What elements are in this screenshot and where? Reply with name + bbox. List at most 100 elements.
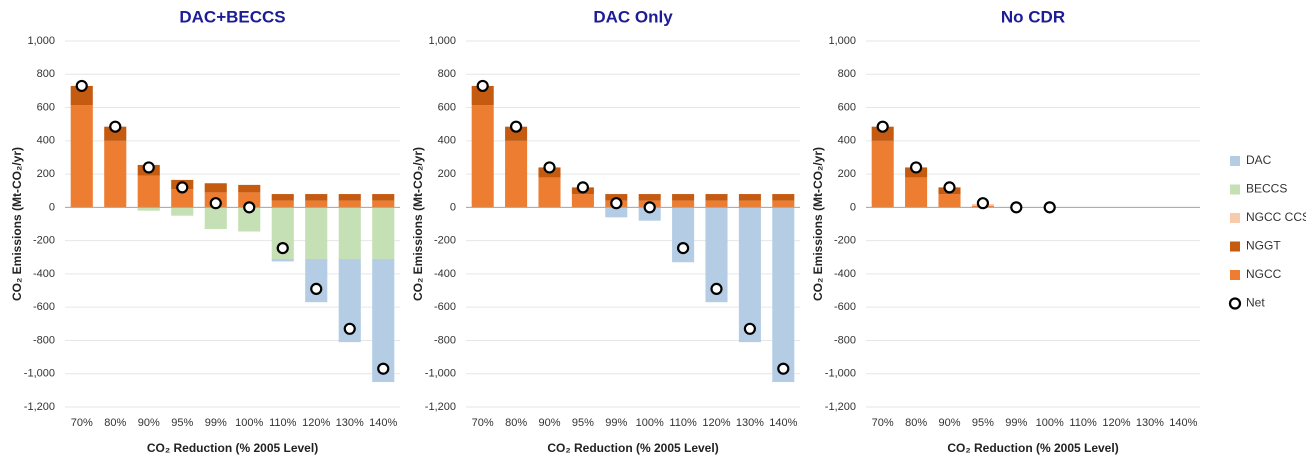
bar-segment	[938, 194, 961, 208]
y-axis-title: CO₂ Emissions (Mt-CO₂/yr)	[411, 147, 425, 301]
bar-segment	[738, 194, 761, 201]
bar-segment	[372, 258, 395, 383]
bar-segment	[305, 194, 328, 201]
x-tick-label: 99%	[205, 417, 227, 429]
x-axis-title: CO₂ Reduction (% 2005 Level)	[547, 441, 718, 455]
x-tick-label: 120%	[302, 417, 330, 429]
x-tick-label: 80%	[104, 417, 126, 429]
net-marker	[176, 181, 189, 194]
legend-label: NGGT	[1246, 239, 1281, 253]
y-tick-label: 600	[838, 101, 856, 113]
panel: DAC Only -1,200 -1,000 -800 -600 -400 -200 0 200…	[411, 7, 800, 455]
panel: DAC+BECCS -1,200 -1,000 -800 -600 -400 -200 0 20…	[10, 7, 400, 455]
x-tick-label: 95%	[171, 417, 193, 429]
bar-segment	[471, 105, 494, 208]
bar-segment	[772, 200, 795, 208]
bar-segment	[104, 140, 127, 208]
y-tick-label: 0	[450, 201, 456, 213]
y-axis-title: CO₂ Emissions (Mt-CO₂/yr)	[811, 147, 825, 301]
net-marker	[243, 201, 256, 214]
x-tick-label: 110%	[1069, 417, 1097, 429]
net-marker	[75, 79, 88, 93]
net-marker	[1043, 201, 1056, 214]
y-tick-label: -800	[834, 334, 856, 346]
y-tick-label: 0	[49, 201, 55, 213]
chart-title: DAC Only	[593, 7, 673, 26]
bar-segment	[171, 207, 194, 216]
y-tick-label: 200	[37, 168, 55, 180]
y-tick-label: -1,200	[24, 401, 55, 413]
x-tick-label: 140%	[1169, 417, 1197, 429]
x-tick-label: 95%	[972, 417, 994, 429]
x-tick-label: 70%	[472, 417, 494, 429]
y-tick-label: -200	[434, 235, 456, 247]
bar-segment	[871, 126, 894, 141]
x-tick-label: 100%	[636, 417, 664, 429]
net-marker	[276, 242, 289, 255]
bar-segment	[605, 207, 628, 218]
y-tick-label: 200	[838, 168, 856, 180]
bar-segment	[171, 189, 194, 208]
bar-segment	[238, 184, 261, 193]
bar-segment	[104, 126, 127, 141]
x-tick-label: 99%	[605, 417, 627, 429]
x-tick-label: 100%	[235, 417, 263, 429]
net-marker	[310, 282, 323, 295]
bar-segment	[471, 85, 494, 106]
y-tick-label: -400	[434, 268, 456, 280]
net-marker	[710, 282, 723, 295]
net-marker	[209, 197, 222, 210]
legend-swatch	[1230, 241, 1240, 252]
x-tick-label: 80%	[505, 417, 527, 429]
net-marker	[976, 197, 990, 210]
y-tick-label: 0	[850, 201, 856, 213]
legend-swatch	[1230, 270, 1240, 280]
bar-segment	[137, 175, 160, 208]
x-tick-label: 110%	[669, 417, 697, 429]
panel: No CDR -1,200 -1,000 -800 -600 -400 -200 0 200 40…	[811, 7, 1306, 455]
bar-segment	[871, 140, 894, 208]
bar-segment	[70, 105, 93, 208]
net-marker	[476, 79, 489, 93]
y-axis-title: CO₂ Emissions (Mt-CO₂/yr)	[10, 147, 24, 301]
y-tick-label: -600	[434, 301, 456, 313]
net-marker	[743, 322, 757, 335]
net-marker	[909, 161, 923, 174]
net-marker	[610, 197, 623, 210]
y-tick-label: 1,000	[428, 35, 456, 47]
bar-segment	[137, 207, 160, 211]
bar-segment	[238, 192, 261, 208]
x-tick-label: 99%	[1005, 417, 1027, 429]
y-tick-label: 800	[37, 68, 55, 80]
y-tick-label: 400	[838, 135, 856, 147]
bar-segment	[271, 194, 294, 201]
net-marker	[876, 120, 889, 133]
bar-segment	[571, 194, 594, 208]
x-tick-label: 140%	[769, 417, 797, 429]
legend-swatch	[1230, 156, 1240, 166]
y-tick-label: 400	[37, 135, 55, 147]
x-tick-label: 80%	[905, 417, 927, 429]
bar-segment	[905, 177, 928, 208]
x-tick-label: 70%	[71, 417, 93, 429]
y-tick-label: 600	[37, 101, 55, 113]
net-marker	[543, 161, 556, 174]
x-axis-title: CO₂ Reduction (% 2005 Level)	[147, 441, 318, 455]
y-tick-label: 1,000	[828, 35, 856, 47]
bar-segment	[505, 126, 528, 141]
x-tick-label: 100%	[1036, 417, 1064, 429]
bar-segment	[738, 200, 761, 208]
bar-segment	[538, 177, 561, 208]
y-tick-label: -1,200	[425, 401, 456, 413]
x-tick-label: 120%	[1102, 417, 1130, 429]
legend-label: NGCC CCS	[1246, 210, 1306, 224]
bar-segment	[705, 194, 728, 201]
bar-segment	[738, 207, 761, 343]
x-tick-label: 90%	[138, 417, 160, 429]
y-tick-label: 800	[838, 68, 856, 80]
net-marker	[576, 181, 590, 194]
y-tick-label: -800	[33, 334, 55, 346]
net-marker	[343, 322, 356, 335]
bar-segment	[372, 207, 395, 259]
y-tick-label: -200	[834, 235, 856, 247]
